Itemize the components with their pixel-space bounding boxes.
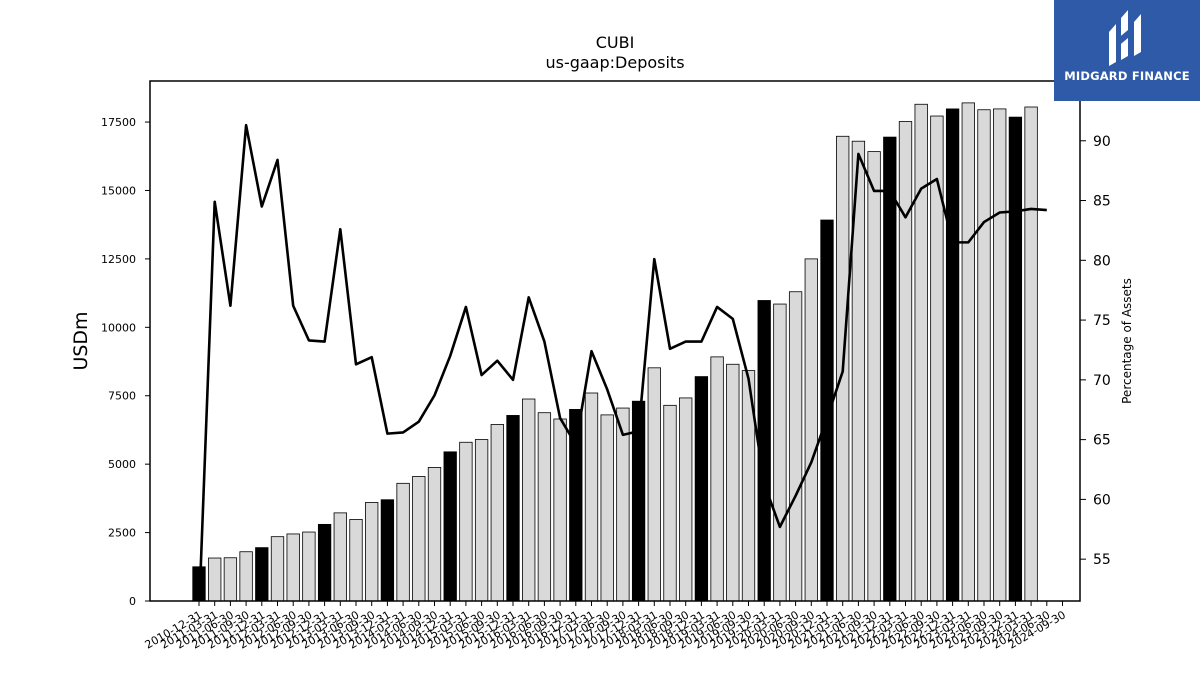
- bar: [255, 547, 269, 602]
- chart-subtitle: us-gaap:Deposits: [545, 53, 684, 72]
- y-tick-label: 10000: [101, 321, 136, 334]
- y-tick-label: 2500: [108, 527, 136, 540]
- bar: [1024, 106, 1038, 602]
- bar: [600, 414, 614, 602]
- bar: [270, 536, 285, 602]
- y2-tick-label: 85: [1093, 194, 1111, 210]
- y-tick-label: 0: [129, 595, 136, 608]
- bar: [380, 499, 395, 602]
- bar: [239, 551, 253, 602]
- bar: [820, 219, 834, 602]
- chart-title: CUBI: [596, 33, 635, 52]
- y-tick-label: 17500: [101, 116, 136, 129]
- percentage-line: [198, 123, 1047, 601]
- y2-tick-label: 80: [1093, 253, 1111, 269]
- plot-frame: [149, 80, 1081, 602]
- bar: [647, 367, 661, 602]
- bar: [522, 398, 536, 602]
- y2-tick-label: 55: [1093, 552, 1111, 568]
- bar: [616, 407, 630, 602]
- bar: [506, 415, 520, 602]
- bar: [333, 512, 347, 602]
- bar: [945, 108, 960, 602]
- bar: [1008, 116, 1023, 602]
- y2-tick-label: 75: [1093, 313, 1111, 329]
- bar: [317, 523, 332, 602]
- y-axis-label: USDm: [70, 311, 92, 370]
- y-tick-label: 15000: [101, 184, 136, 197]
- bar: [459, 441, 473, 602]
- bar: [898, 121, 913, 602]
- y2-axis-label: Percentage of Assets: [1120, 278, 1134, 404]
- y-tick-label: 12500: [101, 253, 136, 266]
- midgard-finance-logo: MIDGARD FINANCE: [1054, 0, 1200, 101]
- bar: [584, 392, 599, 602]
- bar: [867, 151, 881, 602]
- y-tick-label: 7500: [108, 390, 136, 403]
- bar: [208, 557, 222, 602]
- bar: [804, 258, 818, 602]
- bar: [710, 356, 724, 602]
- bar: [788, 291, 803, 602]
- bar: [349, 519, 363, 602]
- bar: [726, 363, 740, 602]
- y2-tick-label: 90: [1093, 134, 1111, 150]
- line-series: [198, 123, 1047, 601]
- bar: [223, 557, 238, 602]
- bar: [930, 115, 944, 602]
- bar: [443, 451, 457, 602]
- logo-mark-icon: [1109, 10, 1141, 66]
- bar-series: [192, 102, 1038, 602]
- bar: [474, 439, 489, 602]
- bar: [412, 476, 426, 602]
- y-axis-left: 0 2500 5000 7500 10000 12500 15000 17500: [101, 116, 150, 608]
- bar: [537, 412, 552, 602]
- bar: [427, 467, 442, 602]
- x-axis: 2010-12-312011-03-312011-06-302011-09-30…: [143, 601, 1068, 652]
- y2-tick-label: 65: [1093, 433, 1111, 449]
- bar: [679, 397, 693, 602]
- bar: [396, 482, 410, 602]
- bar: [883, 136, 897, 602]
- y-axis-right: 55 60 65 70 75 80 85 90: [1080, 134, 1111, 568]
- bar: [914, 103, 928, 602]
- bar: [961, 102, 975, 602]
- bar: [553, 418, 567, 602]
- y2-tick-label: 70: [1093, 373, 1111, 389]
- bar: [302, 531, 316, 602]
- bar: [365, 502, 379, 602]
- y2-tick-label: 60: [1093, 492, 1111, 508]
- bar: [773, 303, 787, 602]
- bar: [490, 424, 504, 602]
- bar: [286, 533, 300, 602]
- y-tick-label: 5000: [108, 458, 136, 471]
- bar: [977, 109, 991, 602]
- bar: [993, 108, 1007, 602]
- logo-text: MIDGARD FINANCE: [1064, 69, 1190, 83]
- bar: [694, 376, 709, 602]
- bar: [663, 404, 677, 602]
